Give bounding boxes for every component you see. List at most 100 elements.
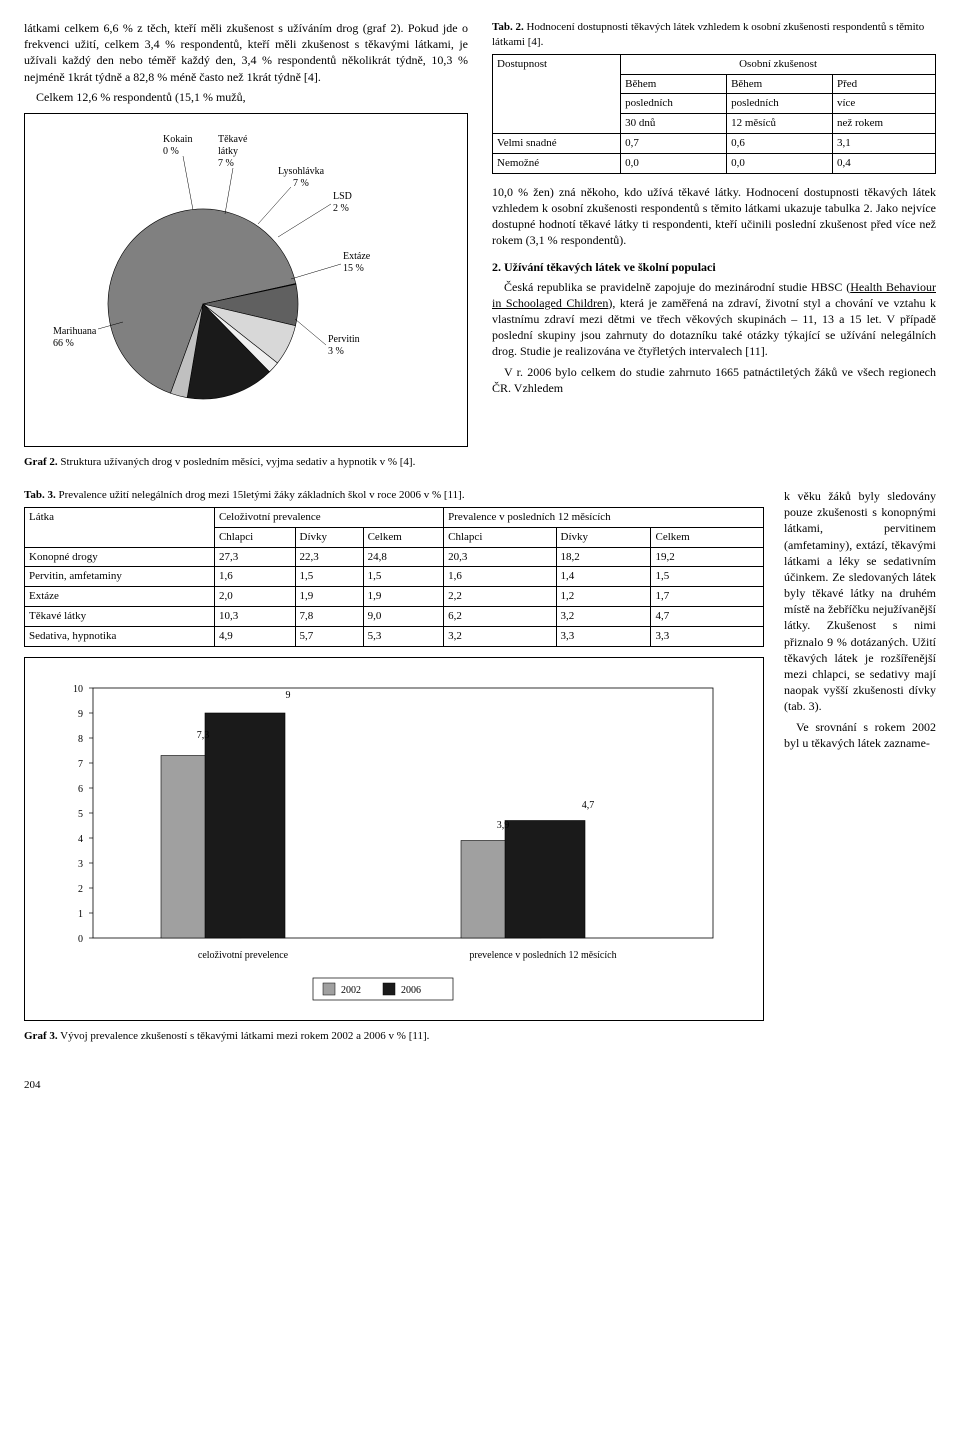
bar-v1: 7,3 bbox=[197, 730, 210, 741]
lbl-tekave: Těkavé bbox=[218, 134, 248, 145]
lbl-marihuana-pct: 66 % bbox=[53, 338, 74, 349]
lbl-lyso-pct: 7 % bbox=[293, 178, 309, 189]
tab2-h-osobni: Osobní zkušenost bbox=[621, 54, 936, 74]
tab2-h-dostupnost: Dostupnost bbox=[493, 54, 621, 133]
tab3-h-chlapci1: Chlapci bbox=[214, 527, 295, 547]
svg-text:1: 1 bbox=[78, 909, 83, 920]
lbl-lyso: Lysohlávka bbox=[278, 166, 325, 177]
table-cell: Extáze bbox=[25, 587, 215, 607]
table-cell: 24,8 bbox=[363, 547, 444, 567]
table-cell: 18,2 bbox=[556, 547, 651, 567]
tab2-r2-v3: 0,4 bbox=[832, 153, 935, 173]
lbl-lsd: LSD bbox=[333, 191, 352, 202]
tab3-h-divky2: Dívky bbox=[556, 527, 651, 547]
tab2-h-30dnu: 30 dnů bbox=[621, 114, 727, 134]
lbl-tekave-pct: 7 % bbox=[218, 158, 234, 169]
left-para-2: Celkem 12,6 % respondentů (15,1 % mužů, bbox=[24, 89, 468, 105]
tab3-title: Tab. 3. Prevalence užití nelegálních dro… bbox=[24, 488, 764, 503]
table-cell: 1,5 bbox=[651, 567, 764, 587]
tab2-r2-v1: 0,0 bbox=[621, 153, 727, 173]
svg-text:3: 3 bbox=[78, 859, 83, 870]
table-cell: 3,3 bbox=[556, 626, 651, 646]
lbl-marihuana: Marihuana bbox=[53, 326, 97, 337]
top-columns: látkami celkem 6,6 % z těch, kteří měli … bbox=[24, 20, 936, 480]
table-cell: 1,5 bbox=[295, 567, 363, 587]
table-cell: 9,0 bbox=[363, 607, 444, 627]
table-cell: 1,9 bbox=[295, 587, 363, 607]
graf3-caption-text: Vývoj prevalence zkušeností s těkavými l… bbox=[60, 1030, 429, 1042]
lbl-extaze-pct: 15 % bbox=[343, 263, 364, 274]
tab2-r1-v3: 3,1 bbox=[832, 134, 935, 154]
tab2-h-behem1: Během bbox=[621, 74, 727, 94]
graf2-caption-text: Struktura užívaných drog v posledním měs… bbox=[60, 456, 415, 468]
table-cell: 1,4 bbox=[556, 567, 651, 587]
svg-text:10: 10 bbox=[73, 684, 83, 695]
tab2: Dostupnost Osobní zkušenost Během Během … bbox=[492, 54, 936, 174]
svg-text:7: 7 bbox=[78, 759, 83, 770]
wide-left: Tab. 3. Prevalence užití nelegálních dro… bbox=[24, 488, 764, 1054]
table-cell: Těkavé látky bbox=[25, 607, 215, 627]
bar-cat1: celoživotní prevelence bbox=[198, 950, 289, 961]
tab3-title-text: Prevalence užití nelegálních drog mezi 1… bbox=[58, 489, 464, 501]
table-cell: 4,7 bbox=[651, 607, 764, 627]
lbl-extaze: Extáze bbox=[343, 251, 371, 262]
table-cell: 20,3 bbox=[444, 547, 556, 567]
table-cell: 2,0 bbox=[214, 587, 295, 607]
right-para1: 10,0 % žen) zná někoho, kdo užívá těkavé… bbox=[492, 184, 936, 249]
table-cell: 7,8 bbox=[295, 607, 363, 627]
bar-chart-svg: 012345678910 7,3 9 3,9 4,7 celoživotní p… bbox=[33, 668, 753, 1008]
tab2-r2-label: Nemožné bbox=[493, 153, 621, 173]
legend-2006: 2006 bbox=[401, 985, 421, 996]
right-para2: Česká republika se pravidelně zapojuje d… bbox=[492, 279, 936, 360]
table-cell: 6,2 bbox=[444, 607, 556, 627]
table-cell: 1,5 bbox=[363, 567, 444, 587]
tab3: Látka Celoživotní prevalence Prevalence … bbox=[24, 507, 764, 647]
tab2-title-text: Hodnocení dostupnosti těkavých látek vzh… bbox=[492, 21, 924, 48]
bar-v3: 3,9 bbox=[497, 820, 510, 831]
table-cell: Sedativa, hypnotika bbox=[25, 626, 215, 646]
tab2-h-pred: Před bbox=[832, 74, 935, 94]
pie-chart-box: Marihuana 66 % Kokain 0 % Těkavé látky 7… bbox=[24, 113, 468, 447]
tab3-h-preval12: Prevalence v posledních 12 měsících bbox=[444, 507, 764, 527]
svg-text:6: 6 bbox=[78, 784, 83, 795]
lbl-kokain-pct: 0 % bbox=[163, 146, 179, 157]
tab2-h-pos2: posledních bbox=[727, 94, 833, 114]
table-cell: 1,6 bbox=[444, 567, 556, 587]
side-text-col: k věku žáků byly sledovány pouze zkušeno… bbox=[784, 488, 936, 755]
table-cell: 10,3 bbox=[214, 607, 295, 627]
svg-text:8: 8 bbox=[78, 734, 83, 745]
table-cell: 5,3 bbox=[363, 626, 444, 646]
tab3-h-chlapci2: Chlapci bbox=[444, 527, 556, 547]
legend-2002: 2002 bbox=[341, 985, 361, 996]
table-cell: 3,2 bbox=[444, 626, 556, 646]
page-number: 204 bbox=[24, 1078, 936, 1093]
svg-text:0: 0 bbox=[78, 934, 83, 945]
right-column: Tab. 2. Hodnocení dostupnosti těkavých l… bbox=[492, 20, 936, 480]
table-cell: 1,2 bbox=[556, 587, 651, 607]
tab3-h-divky1: Dívky bbox=[295, 527, 363, 547]
tab3-h-celkem1: Celkem bbox=[363, 527, 444, 547]
tab2-title: Tab. 2. Hodnocení dostupnosti těkavých l… bbox=[492, 20, 936, 50]
table-cell: 22,3 bbox=[295, 547, 363, 567]
tab2-h-behem2: Během bbox=[727, 74, 833, 94]
tab2-r1-v2: 0,6 bbox=[727, 134, 833, 154]
wide-section: Tab. 3. Prevalence užití nelegálních dro… bbox=[24, 488, 936, 1054]
right-h2: 2. Užívání těkavých látek ve školní popu… bbox=[492, 260, 716, 274]
svg-text:9: 9 bbox=[78, 709, 83, 720]
tab2-h-nezrokem: než rokem bbox=[832, 114, 935, 134]
bar-v2: 9 bbox=[286, 690, 291, 701]
side-text-2: Ve srovnání s rokem 2002 byl u těkavých … bbox=[784, 719, 936, 751]
table-cell: 3,2 bbox=[556, 607, 651, 627]
graf3-caption: Graf 3. Vývoj prevalence zkušeností s tě… bbox=[24, 1029, 764, 1044]
table-cell: 4,9 bbox=[214, 626, 295, 646]
table-cell: 19,2 bbox=[651, 547, 764, 567]
right-para3: V r. 2006 bylo celkem do studie zahrnuto… bbox=[492, 364, 936, 396]
lbl-tekave2: látky bbox=[218, 146, 238, 157]
lbl-kokain: Kokain bbox=[163, 134, 192, 145]
svg-text:2: 2 bbox=[78, 884, 83, 895]
svg-text:4: 4 bbox=[78, 834, 83, 845]
tab2-h-12mes: 12 měsíců bbox=[727, 114, 833, 134]
bar-chart-box: 012345678910 7,3 9 3,9 4,7 celoživotní p… bbox=[24, 657, 764, 1021]
table-cell: 27,3 bbox=[214, 547, 295, 567]
tab2-h-pos1: posledních bbox=[621, 94, 727, 114]
